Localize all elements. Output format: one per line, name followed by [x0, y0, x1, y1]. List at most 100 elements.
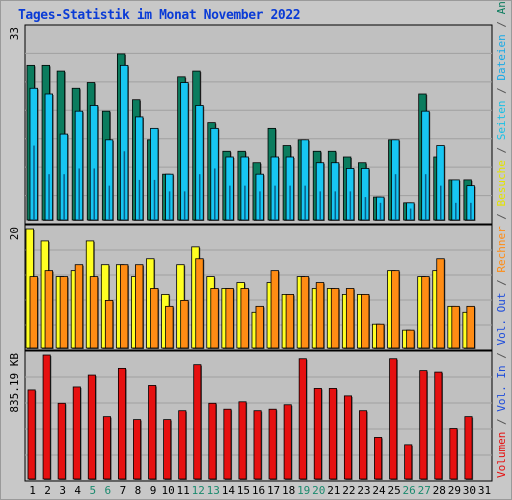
rechner-bar-30	[466, 305, 475, 349]
volumen-bar-27	[419, 370, 428, 480]
volumen-bar-19	[298, 358, 307, 480]
legend-item-7: /	[495, 206, 508, 226]
volumen-bar-29	[449, 428, 458, 480]
x-tick-label-7: 7	[120, 484, 127, 497]
volumen-bar-10	[163, 419, 172, 480]
rechner-bar-12	[195, 258, 204, 349]
rechner-bar-19	[300, 276, 310, 349]
x-tick-label-23: 23	[357, 484, 370, 497]
x-tick-label-12: 12	[192, 484, 205, 497]
rechner-bar-25	[391, 270, 400, 349]
volumen-bar-28	[434, 371, 443, 480]
rechner-bar-2	[44, 270, 53, 349]
legend-item-6: Rechner	[495, 226, 508, 273]
rechner-bar-17	[270, 270, 279, 349]
rechner-bar-9	[150, 288, 159, 349]
x-tick-label-17: 17	[267, 484, 280, 497]
rechner-bar-28	[436, 258, 445, 349]
rechner-bar-15	[240, 288, 249, 349]
x-tick-label-31: 31	[478, 484, 491, 497]
volumen-bar-25	[389, 358, 398, 480]
rechner-bar-8	[135, 264, 144, 349]
rechner-bar-10	[165, 305, 174, 349]
visits-ymax-label: 20	[8, 227, 21, 240]
volumen-bar-12	[193, 364, 202, 480]
legend-item-0: Volumen	[495, 432, 508, 478]
volumen-bar-8	[133, 419, 142, 480]
rechner-bar-14	[225, 288, 234, 349]
legend-item-13: /	[495, 14, 508, 34]
legend-group: Volumen / Vol. In / Vol. Out / Rechner /…	[495, 0, 508, 478]
volume-ymax-label: 835.19 KB	[8, 353, 21, 413]
rechner-bar-6	[104, 299, 114, 349]
volumen-bar-22	[343, 395, 352, 480]
x-tick-label-10: 10	[161, 484, 174, 497]
volumen-bar-11	[178, 410, 187, 480]
volumen-bar-5	[87, 374, 96, 480]
x-tick-label-21: 21	[327, 484, 340, 497]
legend-item-14: Anfragen	[495, 0, 508, 14]
rechner-bar-4	[74, 264, 84, 349]
rechner-bar-16	[255, 305, 264, 349]
volumen-bar-13	[208, 402, 217, 480]
rechner-bar-27	[421, 276, 430, 349]
rechner-bar-24	[376, 323, 385, 349]
x-tick-label-30: 30	[463, 484, 476, 497]
volumen-bar-26	[404, 444, 413, 480]
legend-item-2: Vol. In	[495, 365, 508, 411]
legend-item-11: /	[495, 81, 508, 101]
rechner-bar-26	[406, 329, 415, 349]
volumen-bar-30	[464, 416, 473, 480]
x-tick-label-25: 25	[387, 484, 400, 497]
x-tick-label-20: 20	[312, 484, 325, 497]
hits-ymax-label: 33	[8, 27, 21, 40]
x-tick-label-27: 27	[418, 484, 431, 497]
x-tick-label-5: 5	[89, 484, 96, 497]
x-tick-label-22: 22	[342, 484, 355, 497]
volumen-bar-21	[328, 388, 337, 480]
volumen-bar-23	[359, 410, 368, 480]
rechner-bar-11	[180, 299, 189, 349]
x-tick-label-29: 29	[448, 484, 461, 497]
x-tick-label-24: 24	[372, 484, 386, 497]
x-tick-label-14: 14	[222, 484, 236, 497]
legend-item-10: Seiten	[495, 100, 508, 140]
rechner-bar-20	[315, 282, 325, 349]
volumen-bar-2	[42, 354, 51, 480]
rechner-bar-13	[210, 288, 219, 349]
x-tick-label-19: 19	[297, 484, 310, 497]
x-tick-label-15: 15	[237, 484, 250, 497]
volumen-bar-7	[117, 367, 127, 480]
legend-item-3: /	[495, 346, 508, 366]
volumen-bar-15	[238, 401, 247, 480]
legend-item-1: /	[495, 412, 508, 432]
x-tick-label-9: 9	[150, 484, 157, 497]
volumen-bar-18	[283, 404, 292, 480]
volumen-bar-9	[148, 385, 157, 480]
x-tick-label-16: 16	[252, 484, 265, 497]
x-tick-label-3: 3	[59, 484, 66, 497]
volumen-bar-17	[268, 408, 277, 480]
volumen-bar-16	[253, 410, 262, 480]
rechner-bar-18	[285, 294, 295, 349]
x-tick-label-26: 26	[403, 484, 416, 497]
volumen-bar-4	[72, 386, 81, 480]
x-tick-label-2: 2	[44, 484, 51, 497]
volumen-bar-6	[102, 416, 111, 480]
legend-item-4: Vol. Out	[495, 293, 508, 346]
legend-item-12: Dateien	[495, 34, 508, 80]
rechner-bar-7	[119, 264, 129, 349]
x-tick-label-6: 6	[105, 484, 112, 497]
volumen-bar-24	[374, 437, 383, 480]
legend-item-9: /	[495, 140, 508, 160]
x-tick-label-4: 4	[74, 484, 81, 497]
rechner-bar-23	[361, 294, 370, 349]
rechner-bar-1	[29, 276, 38, 349]
volumen-bar-14	[223, 408, 232, 480]
volumen-bar-3	[57, 402, 66, 480]
rechner-bar-22	[345, 288, 355, 349]
rechner-bar-5	[89, 276, 99, 349]
legend-item-8: Besuche	[495, 160, 508, 206]
x-tick-label-18: 18	[282, 484, 295, 497]
rechner-bar-29	[451, 305, 460, 349]
